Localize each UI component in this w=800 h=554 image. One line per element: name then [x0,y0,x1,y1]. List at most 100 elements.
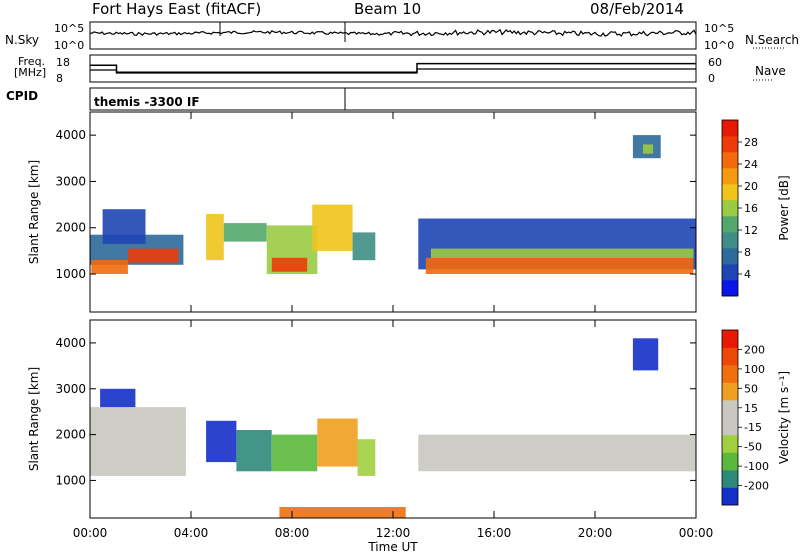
velocity-echo-patch [100,388,136,408]
xaxis-label: Time UT [367,540,418,554]
power-ylabel: Slant Range [km] [27,160,41,264]
power-colorbar-swatch [722,280,738,297]
velocity-echo-patch [206,420,237,463]
nsearch-tick-high: 10^5 [704,22,734,35]
velocity-colorbar-tick-label: 15 [744,402,758,415]
freq-trace [90,62,696,74]
velocity-ytick-label: 3000 [55,382,86,396]
nsky-strip-frame [89,21,697,50]
nsearch-label: N.Search [745,33,800,47]
power-echo-patch [223,223,267,242]
xtick-label: 16:00 [477,526,512,540]
velocity-colorbar-label: Velocity [m s⁻¹] [777,371,791,464]
velocity-echo-patch [271,434,318,472]
velocity-colorbar-swatch [722,365,738,383]
velocity-echo-patch [236,430,272,472]
power-colorbar-tick-label: 8 [744,246,751,259]
freq-label: Freq. [18,55,46,68]
velocity-colorbar-swatch [722,347,738,366]
velocity-colorbar-tick-label: -50 [744,441,762,454]
nave-tick-low: 0 [708,72,715,85]
power-colorbar-tick-label: 28 [744,136,758,149]
freq-tick-high: 18 [56,56,70,69]
power-colorbar-swatch [722,184,738,201]
velocity-colorbar-frame [721,329,739,506]
radar-title: Fort Hays East (fitACF) [92,0,262,18]
power-colorbar-tick-label: 16 [744,202,758,215]
power-colorbar-swatch [722,216,738,233]
power-colorbar-tick-label: 20 [744,180,758,193]
nave-label: Nave [755,64,786,78]
velocity-colorbar-swatch [722,452,738,471]
freq-tick-low: 8 [56,72,63,85]
nave-trace [90,68,696,74]
velocity-echo-patch [317,418,358,467]
nsky-trace [89,28,697,37]
power-colorbar-tick-label: 24 [744,158,758,171]
velocity-ytick-label: 1000 [55,473,86,487]
power-echo-patch [352,232,376,261]
beam-label: Beam 10 [354,0,422,18]
velocity-colorbar-tick-label: 100 [744,363,765,376]
velocity-colorbar-tick-label: -15 [744,421,762,434]
cpid-program-label: themis -3300 IF [94,95,200,109]
velocity-colorbar-swatch [722,435,738,453]
power-echo-patch [102,209,146,244]
velocity-echo-patch [90,407,186,476]
velocity-ytick-label: 2000 [55,428,86,442]
power-colorbar-swatch [722,200,738,217]
power-echo-patch [127,248,179,263]
xtick-label: 08:00 [275,526,310,540]
velocity-colorbar-swatch [722,417,738,436]
nsky-label: N.Sky [5,33,40,47]
power-colorbar-swatch [722,232,738,249]
power-colorbar-tick-label: 12 [744,224,758,237]
nsky-tick-high: 10^5 [54,22,84,35]
power-echo-patch [91,260,128,274]
nsky-tick-low: 10^0 [54,39,84,52]
velocity-colorbar-swatch [722,470,738,488]
power-echo-patch [425,257,694,274]
xtick-label: 20:00 [578,526,613,540]
cpid-strip-frame [89,87,697,111]
power-panel-frame [89,111,697,313]
velocity-colorbar-swatch [722,400,738,418]
velocity-colorbar-swatch [722,487,738,506]
power-ytick-label: 1000 [55,267,86,281]
xtick-label: 12:00 [376,526,411,540]
freq-unit-label: [MHz] [14,66,47,79]
power-echo-patch [643,144,654,154]
power-ytick-label: 4000 [55,128,86,142]
velocity-colorbar-tick-label: -100 [744,460,769,473]
power-colorbar-swatch [722,136,738,153]
velocity-colorbar-swatch [722,330,738,348]
power-echo-patch [312,204,353,251]
velocity-echo-patch [418,434,697,472]
velocity-echo-patch [357,439,376,476]
nave-tick-high: 60 [708,56,722,69]
power-colorbar-swatch [722,152,738,169]
velocity-colorbar-swatch [722,382,738,401]
velocity-colorbar-tick-label: -200 [744,480,769,493]
power-colorbar-swatch [722,264,738,281]
power-colorbar-swatch [722,120,738,137]
velocity-colorbar-tick-label: 50 [744,382,758,395]
cpid-label: CPID [6,89,39,103]
date-label: 08/Feb/2014 [590,0,684,18]
power-echo-patch [430,248,694,258]
velocity-ylabel: Slant Range [km] [27,367,41,471]
xtick-label: 04:00 [174,526,209,540]
velocity-ytick-label: 4000 [55,336,86,350]
power-colorbar-swatch [722,168,738,185]
nsearch-tick-low: 10^0 [704,39,734,52]
xtick-label: 00:00 [679,526,714,540]
power-echo-patch [271,257,308,272]
velocity-echo-patch [632,338,659,371]
xtick-label: 00:00 [73,526,108,540]
power-echo-patch [206,213,224,261]
power-colorbar-swatch [722,248,738,265]
power-ytick-label: 2000 [55,221,86,235]
power-ytick-label: 3000 [55,174,86,188]
